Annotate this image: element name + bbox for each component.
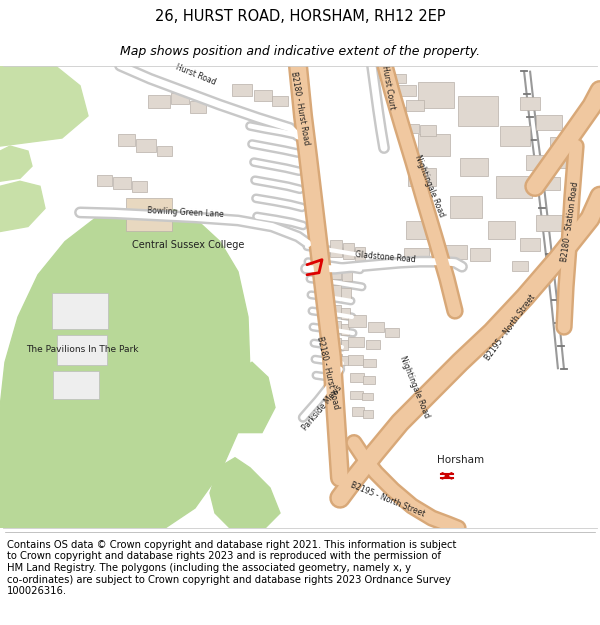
Polygon shape xyxy=(0,206,250,528)
Bar xyxy=(385,328,399,337)
Bar xyxy=(148,95,170,108)
Bar xyxy=(113,177,131,189)
Bar xyxy=(366,340,380,349)
Bar xyxy=(520,97,540,110)
Bar xyxy=(53,371,99,399)
Bar xyxy=(341,340,348,350)
Text: Hurst Court: Hurst Court xyxy=(380,65,396,111)
Bar xyxy=(232,84,252,96)
Bar xyxy=(540,177,560,190)
Bar xyxy=(460,158,488,176)
Bar xyxy=(444,244,467,259)
Bar xyxy=(418,134,450,156)
Bar xyxy=(171,92,189,104)
Text: Bowling Green Lane: Bowling Green Lane xyxy=(146,206,223,219)
Bar xyxy=(352,408,364,416)
Bar xyxy=(500,126,530,146)
Text: Parkside Mews: Parkside Mews xyxy=(301,383,344,432)
Bar xyxy=(420,125,436,136)
Bar xyxy=(331,305,341,317)
Bar xyxy=(488,221,515,239)
Bar xyxy=(550,137,570,150)
Polygon shape xyxy=(222,362,275,432)
Bar xyxy=(97,175,112,186)
Bar xyxy=(375,69,392,78)
Bar xyxy=(348,315,366,327)
Bar xyxy=(341,324,349,335)
Text: Nightingale Road: Nightingale Road xyxy=(413,154,446,219)
Bar xyxy=(190,101,206,113)
Polygon shape xyxy=(210,458,280,528)
Bar xyxy=(330,285,341,299)
Bar xyxy=(330,264,341,279)
Bar xyxy=(136,139,156,152)
Bar xyxy=(406,221,433,239)
Text: Horsham: Horsham xyxy=(437,455,485,465)
Bar xyxy=(368,322,384,332)
Bar xyxy=(348,355,363,365)
Bar xyxy=(363,411,373,418)
Text: 26, HURST ROAD, HORSHAM, RH12 2EP: 26, HURST ROAD, HORSHAM, RH12 2EP xyxy=(155,9,445,24)
Bar xyxy=(333,338,341,349)
Bar xyxy=(57,335,107,365)
Text: Nightingale Road: Nightingale Road xyxy=(398,355,431,420)
Polygon shape xyxy=(0,146,32,181)
Bar xyxy=(512,261,528,271)
Bar xyxy=(362,393,373,401)
Bar xyxy=(470,248,490,261)
Bar xyxy=(396,85,416,96)
Bar xyxy=(363,359,376,368)
Bar xyxy=(450,196,482,219)
Bar xyxy=(536,115,562,130)
Text: B2180 - Hurst Road: B2180 - Hurst Road xyxy=(289,71,311,145)
Text: Central Sussex College: Central Sussex College xyxy=(132,239,244,249)
Bar xyxy=(406,124,419,133)
Bar xyxy=(342,267,352,281)
Bar xyxy=(536,216,562,231)
Bar xyxy=(458,96,498,126)
Text: Map shows position and indicative extent of the property.: Map shows position and indicative extent… xyxy=(120,45,480,58)
Bar xyxy=(126,198,172,231)
Bar xyxy=(254,90,272,101)
Bar xyxy=(157,146,172,156)
Bar xyxy=(355,247,365,262)
Text: B2180 - Hurst Road: B2180 - Hurst Road xyxy=(315,335,341,409)
Text: B2180 - Station Road: B2180 - Station Road xyxy=(560,181,580,262)
Bar xyxy=(132,181,147,192)
Bar xyxy=(52,293,108,329)
Bar xyxy=(391,74,406,82)
Bar xyxy=(408,168,436,186)
Bar xyxy=(404,248,429,262)
Polygon shape xyxy=(0,66,88,146)
Text: The Pavilions In The Park: The Pavilions In The Park xyxy=(26,344,138,354)
Bar xyxy=(391,107,406,116)
Text: Gladstone Road: Gladstone Road xyxy=(355,249,416,264)
Bar xyxy=(334,354,342,364)
Bar xyxy=(341,288,351,301)
Bar xyxy=(350,373,364,382)
Bar xyxy=(330,239,342,257)
Text: Hurst Road: Hurst Road xyxy=(175,62,217,87)
Bar xyxy=(548,151,574,168)
Polygon shape xyxy=(0,181,45,231)
Bar xyxy=(341,308,350,319)
Text: B2195 - North Street: B2195 - North Street xyxy=(350,481,427,519)
Bar xyxy=(272,96,288,106)
Bar xyxy=(348,337,364,347)
Text: Contains OS data © Crown copyright and database right 2021. This information is : Contains OS data © Crown copyright and d… xyxy=(7,540,457,596)
Bar xyxy=(350,391,363,399)
Bar xyxy=(341,356,348,365)
Bar xyxy=(118,134,135,146)
Bar xyxy=(343,242,354,259)
Bar xyxy=(332,321,341,333)
Bar xyxy=(496,176,532,198)
Bar xyxy=(418,82,454,108)
Bar xyxy=(406,100,424,111)
Bar xyxy=(526,155,552,170)
Bar xyxy=(520,238,540,251)
Text: B2195 - North Street: B2195 - North Street xyxy=(483,292,537,362)
Bar xyxy=(363,376,375,384)
